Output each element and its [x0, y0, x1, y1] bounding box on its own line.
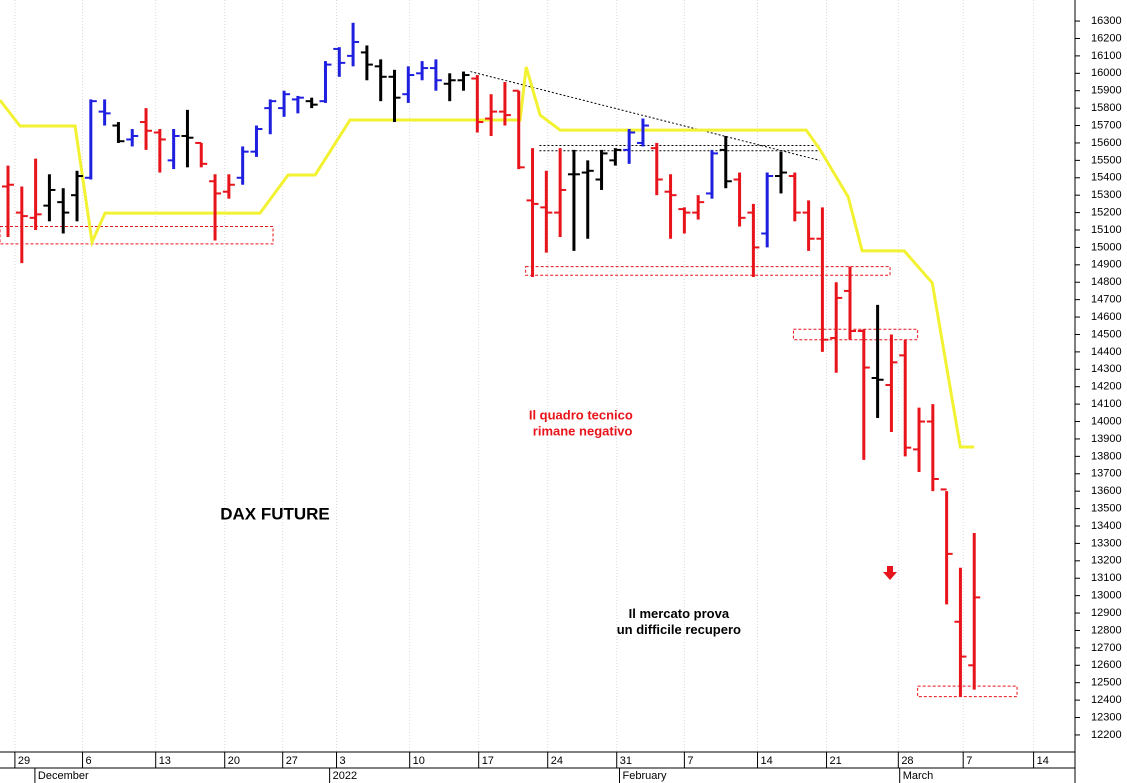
down-arrow — [883, 566, 897, 580]
y-tick-label: 12400 — [1091, 694, 1122, 706]
plot-layer — [0, 22, 1018, 698]
y-tick-label: 16200 — [1091, 32, 1122, 44]
y-tick-label: 12300 — [1091, 711, 1122, 723]
y-tick-label: 12200 — [1091, 729, 1122, 741]
x-tick-label: 29 — [18, 755, 30, 767]
y-tick-label: 13200 — [1091, 555, 1122, 567]
y-tick-label: 14500 — [1091, 328, 1122, 340]
y-tick-label: 13700 — [1091, 468, 1122, 480]
x-tick-label: 20 — [228, 755, 240, 767]
x-tick-label: 14 — [1037, 755, 1049, 767]
y-tick-label: 14300 — [1091, 363, 1122, 375]
annotation: Il mercato prova — [629, 606, 730, 621]
y-tick-label: 15900 — [1091, 85, 1122, 97]
month-label: February — [622, 770, 667, 782]
x-tick-label: 14 — [761, 755, 773, 767]
x-tick-label: 7 — [687, 755, 693, 767]
y-tick-label: 14900 — [1091, 259, 1122, 271]
chart-title: DAX FUTURE — [220, 504, 330, 523]
month-label: 2022 — [333, 770, 357, 782]
y-tick-label: 13300 — [1091, 537, 1122, 549]
x-tick-label: 10 — [413, 755, 425, 767]
y-tick-label: 13800 — [1091, 450, 1122, 462]
y-tick-label: 14200 — [1091, 381, 1122, 393]
y-tick-label: 13900 — [1091, 433, 1122, 445]
annotation: rimane negativo — [529, 424, 632, 439]
y-tick-label: 12700 — [1091, 642, 1122, 654]
trend-line — [470, 71, 820, 161]
stop-line — [0, 66, 975, 449]
annotation: un difficile recupero — [617, 622, 741, 637]
support-zone — [525, 266, 891, 276]
annotation: Il quadro tecnico — [529, 408, 633, 423]
month-label: December — [38, 770, 89, 782]
y-tick-label: 14400 — [1091, 346, 1122, 358]
month-label: March — [903, 770, 934, 782]
support-zone — [0, 226, 274, 245]
y-tick-label: 15800 — [1091, 102, 1122, 114]
y-tick-label: 16100 — [1091, 50, 1122, 62]
y-tick-label: 15400 — [1091, 172, 1122, 184]
y-tick-label: 15300 — [1091, 189, 1122, 201]
y-tick-label: 13500 — [1091, 502, 1122, 514]
y-tick-label: 15200 — [1091, 206, 1122, 218]
y-tick-label: 15000 — [1091, 241, 1122, 253]
x-tick-label: 3 — [340, 755, 346, 767]
y-tick-label: 13000 — [1091, 590, 1122, 602]
x-tick-label: 24 — [551, 755, 563, 767]
y-tick-label: 14800 — [1091, 276, 1122, 288]
y-tick-label: 12800 — [1091, 624, 1122, 636]
y-tick-label: 13100 — [1091, 572, 1122, 584]
x-tick-label: 28 — [901, 755, 913, 767]
y-tick-label: 14600 — [1091, 311, 1122, 323]
y-tick-label: 12500 — [1091, 677, 1122, 689]
y-tick-label: 15500 — [1091, 154, 1122, 166]
y-tick-label: 14000 — [1091, 415, 1122, 427]
y-tick-label: 14100 — [1091, 398, 1122, 410]
x-tick-label: 27 — [286, 755, 298, 767]
x-tick-label: 7 — [966, 755, 972, 767]
y-tick-label: 16000 — [1091, 67, 1122, 79]
x-tick-label: 17 — [482, 755, 494, 767]
x-tick-label: 6 — [86, 755, 92, 767]
y-tick-label: 14700 — [1091, 294, 1122, 306]
y-tick-label: 13400 — [1091, 520, 1122, 532]
y-tick-label: 15600 — [1091, 137, 1122, 149]
y-tick-label: 15100 — [1091, 224, 1122, 236]
y-tick-label: 15700 — [1091, 119, 1122, 131]
y-tick-label: 16300 — [1091, 15, 1122, 27]
y-tick-label: 12600 — [1091, 659, 1122, 671]
y-tick-label: 12900 — [1091, 607, 1122, 619]
support-zone — [792, 328, 919, 341]
y-tick-label: 13600 — [1091, 485, 1122, 497]
x-tick-label: 31 — [620, 755, 632, 767]
x-tick-label: 21 — [830, 755, 842, 767]
x-tick-label: 13 — [159, 755, 171, 767]
